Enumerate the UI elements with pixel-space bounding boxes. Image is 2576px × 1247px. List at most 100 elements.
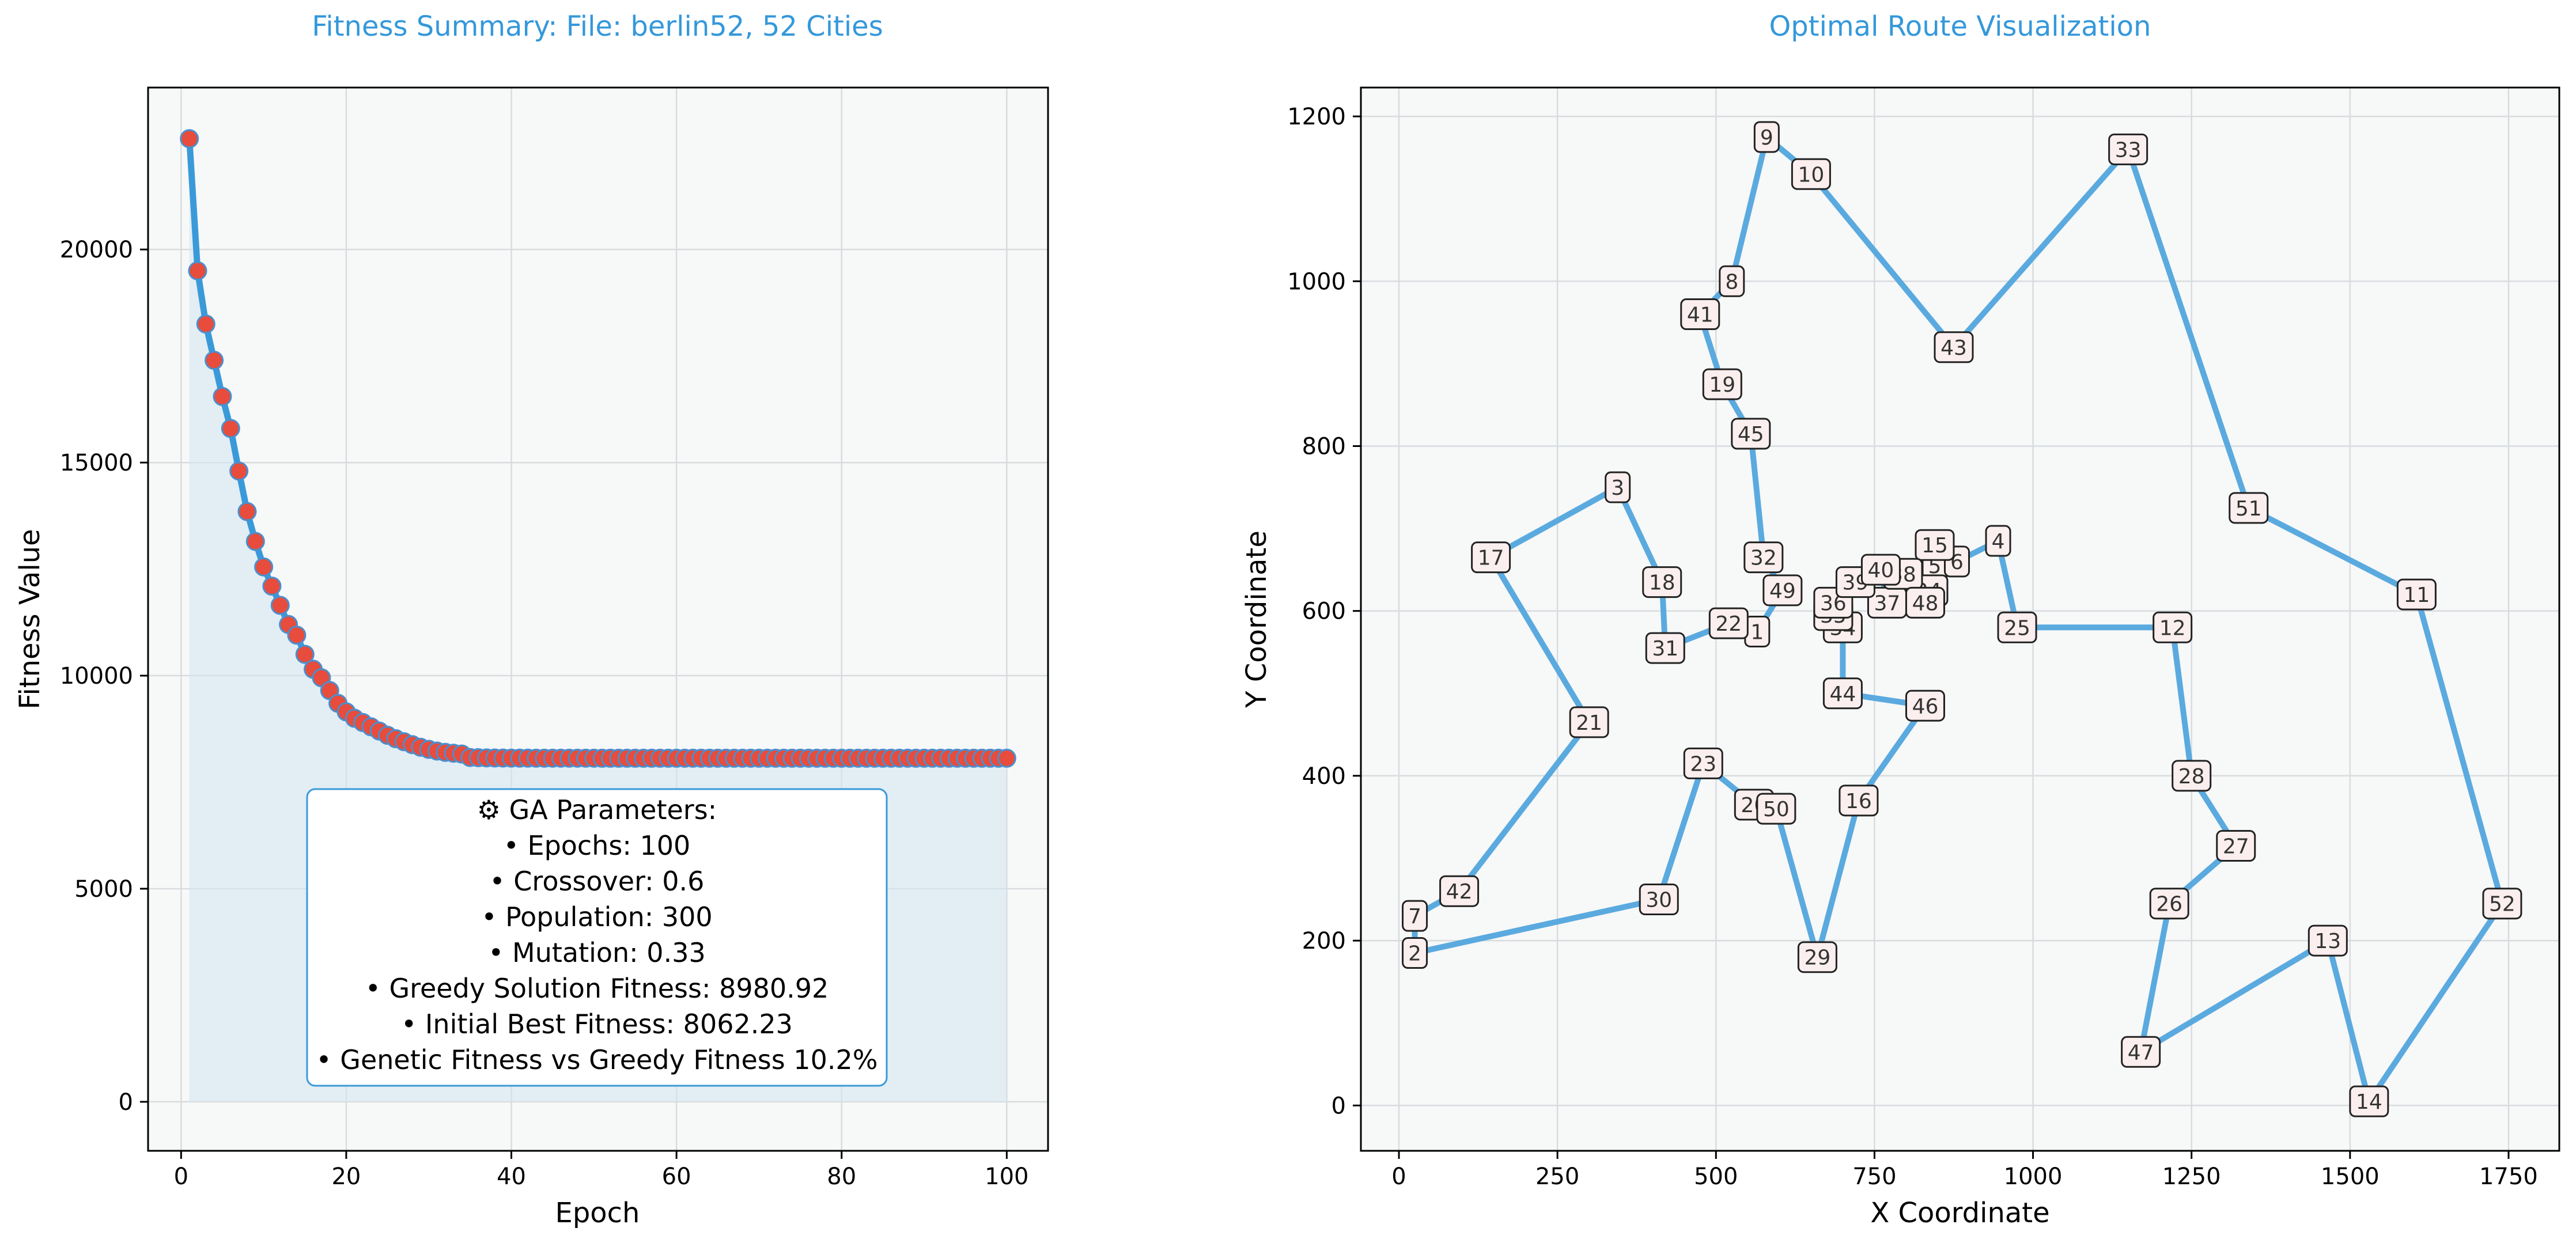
city-label-box xyxy=(2396,578,2437,611)
city-label-text: 23 xyxy=(1690,752,1716,776)
city-label-text: 11 xyxy=(2403,583,2430,607)
city-label-box xyxy=(1797,941,1837,973)
city-label-text: 13 xyxy=(2314,930,2341,953)
route-y-tick-label: 800 xyxy=(1302,433,1346,460)
city-label-text: 45 xyxy=(1738,423,1764,446)
city-label-text: 3 xyxy=(1611,476,1624,500)
city-label-text: 10 xyxy=(1798,163,1824,187)
city-label-text: 22 xyxy=(1715,612,1742,636)
route-x-tick-label: 1750 xyxy=(2479,1163,2538,1190)
route-y-tick-label: 400 xyxy=(1302,763,1346,790)
city-label-box xyxy=(1743,541,1784,574)
city-label-text: 46 xyxy=(1912,695,1939,718)
city-label-text: 9 xyxy=(1760,126,1773,150)
city-label: 45 xyxy=(1731,418,1771,450)
fitness-marker xyxy=(295,645,315,664)
route-x-tick-label: 500 xyxy=(1694,1163,1738,1190)
fitness-marker xyxy=(196,314,215,334)
fitness-marker xyxy=(229,461,249,481)
city-label-box xyxy=(1905,586,1945,619)
city-label: 49 xyxy=(1762,574,1803,607)
route-chart-title: Optimal Route Visualization xyxy=(1769,10,2151,43)
city-label-text: 18 xyxy=(1649,571,1675,595)
city-label: 4 xyxy=(1985,525,2011,557)
city-label: 19 xyxy=(1702,368,1742,400)
fitness-marker xyxy=(262,577,282,596)
fitness-y-axis-label: Fitness Value xyxy=(14,529,46,709)
city-label-box xyxy=(1985,525,2011,557)
city-label-box xyxy=(1822,677,1863,710)
city-label: 47 xyxy=(2121,1036,2161,1068)
city-label-text: 40 xyxy=(1868,559,1894,582)
city-label: 50 xyxy=(1756,793,1796,825)
city-label-text: 19 xyxy=(1709,373,1735,397)
city-label-box xyxy=(1639,884,1679,916)
route-y-tick-label: 0 xyxy=(1331,1093,1346,1119)
city-label-box xyxy=(2229,492,2269,524)
fitness-marker xyxy=(245,532,265,551)
city-label-box xyxy=(2482,888,2522,920)
city-label-text: 1 xyxy=(1750,620,1764,644)
city-label-box xyxy=(1762,574,1803,607)
city-label-text: 30 xyxy=(1646,889,1672,912)
city-label: 10 xyxy=(1791,158,1831,190)
city-label: 44 xyxy=(1822,677,1863,710)
city-label-text: 2 xyxy=(1408,942,1421,966)
city-label-box xyxy=(1471,541,1511,574)
city-label: 9 xyxy=(1753,121,1780,153)
city-label: 14 xyxy=(2349,1085,2389,1117)
route-ticks: 0 250 500 750 1000 1250 1500 175002004006008001… xyxy=(1287,104,2538,1190)
city-label-box xyxy=(1860,554,1901,586)
city-label-text: 43 xyxy=(1940,336,1967,360)
ga-parameter-epochs: • Epochs: 100 xyxy=(504,830,691,861)
city-label-box xyxy=(1680,298,1720,331)
fitness-chart-title: Fitness Summary: File: berlin52, 52 Citi… xyxy=(312,10,883,43)
fitness-x-axis-label: Epoch xyxy=(555,1197,640,1229)
city-label-text: 15 xyxy=(1921,534,1948,558)
city-label-box xyxy=(2349,1085,2389,1117)
ga-parameter-population: • Population: 300 xyxy=(481,901,712,933)
fitness-x-tick-label: 60 xyxy=(662,1163,691,1190)
city-label: 26 xyxy=(2149,888,2189,920)
fitness-plot-frame xyxy=(147,86,1049,1152)
city-label: 11 xyxy=(2396,578,2437,611)
city-label: 46 xyxy=(1905,689,1945,722)
city-label-box xyxy=(1839,784,1879,817)
route-x-tick-label: 1000 xyxy=(2004,1163,2063,1190)
city-label: 32 xyxy=(1743,541,1784,574)
city-label-box xyxy=(1702,368,1742,400)
city-label-box xyxy=(2121,1036,2161,1068)
city-label-box xyxy=(1997,611,2037,643)
city-label-box xyxy=(2308,924,2348,957)
city-label-box xyxy=(1753,121,1780,153)
route-y-tick-label: 1000 xyxy=(1287,268,1346,295)
city-label: 22 xyxy=(1708,607,1749,639)
route-y-tick-label: 600 xyxy=(1302,598,1346,625)
fitness-x-tick-label: 80 xyxy=(827,1163,856,1190)
city-label: 13 xyxy=(2308,924,2348,957)
fitness-y-tick-label: 20000 xyxy=(60,237,133,263)
city-label-box xyxy=(2149,888,2189,920)
fitness-marker xyxy=(254,557,274,577)
fitness-marker xyxy=(997,748,1016,768)
city-label: 48 xyxy=(1905,586,1945,619)
city-label-text: 52 xyxy=(2489,893,2516,916)
route-x-tick-label: 750 xyxy=(1852,1163,1896,1190)
city-label-text: 51 xyxy=(2235,497,2262,521)
route-y-axis-label: Y Coordinate xyxy=(1240,530,1273,708)
route-x-tick-label: 1500 xyxy=(2321,1163,2380,1190)
city-label-text: 41 xyxy=(1687,304,1713,327)
city-label-text: 7 xyxy=(1408,905,1421,928)
city-label-text: 27 xyxy=(2223,835,2249,859)
city-label: 52 xyxy=(2482,888,2522,920)
city-label-box xyxy=(1719,265,1745,297)
ga-parameter-greedy-fitness: • Greedy Solution Fitness: 8980.92 xyxy=(365,973,829,1004)
city-label: 21 xyxy=(1569,706,1609,738)
city-label: 43 xyxy=(1934,331,1974,363)
fitness-marker xyxy=(287,626,307,645)
city-label-box xyxy=(1645,632,1685,664)
fitness-marker xyxy=(180,129,199,149)
city-label-text: 17 xyxy=(1478,547,1504,570)
city-label: 31 xyxy=(1645,632,1685,664)
